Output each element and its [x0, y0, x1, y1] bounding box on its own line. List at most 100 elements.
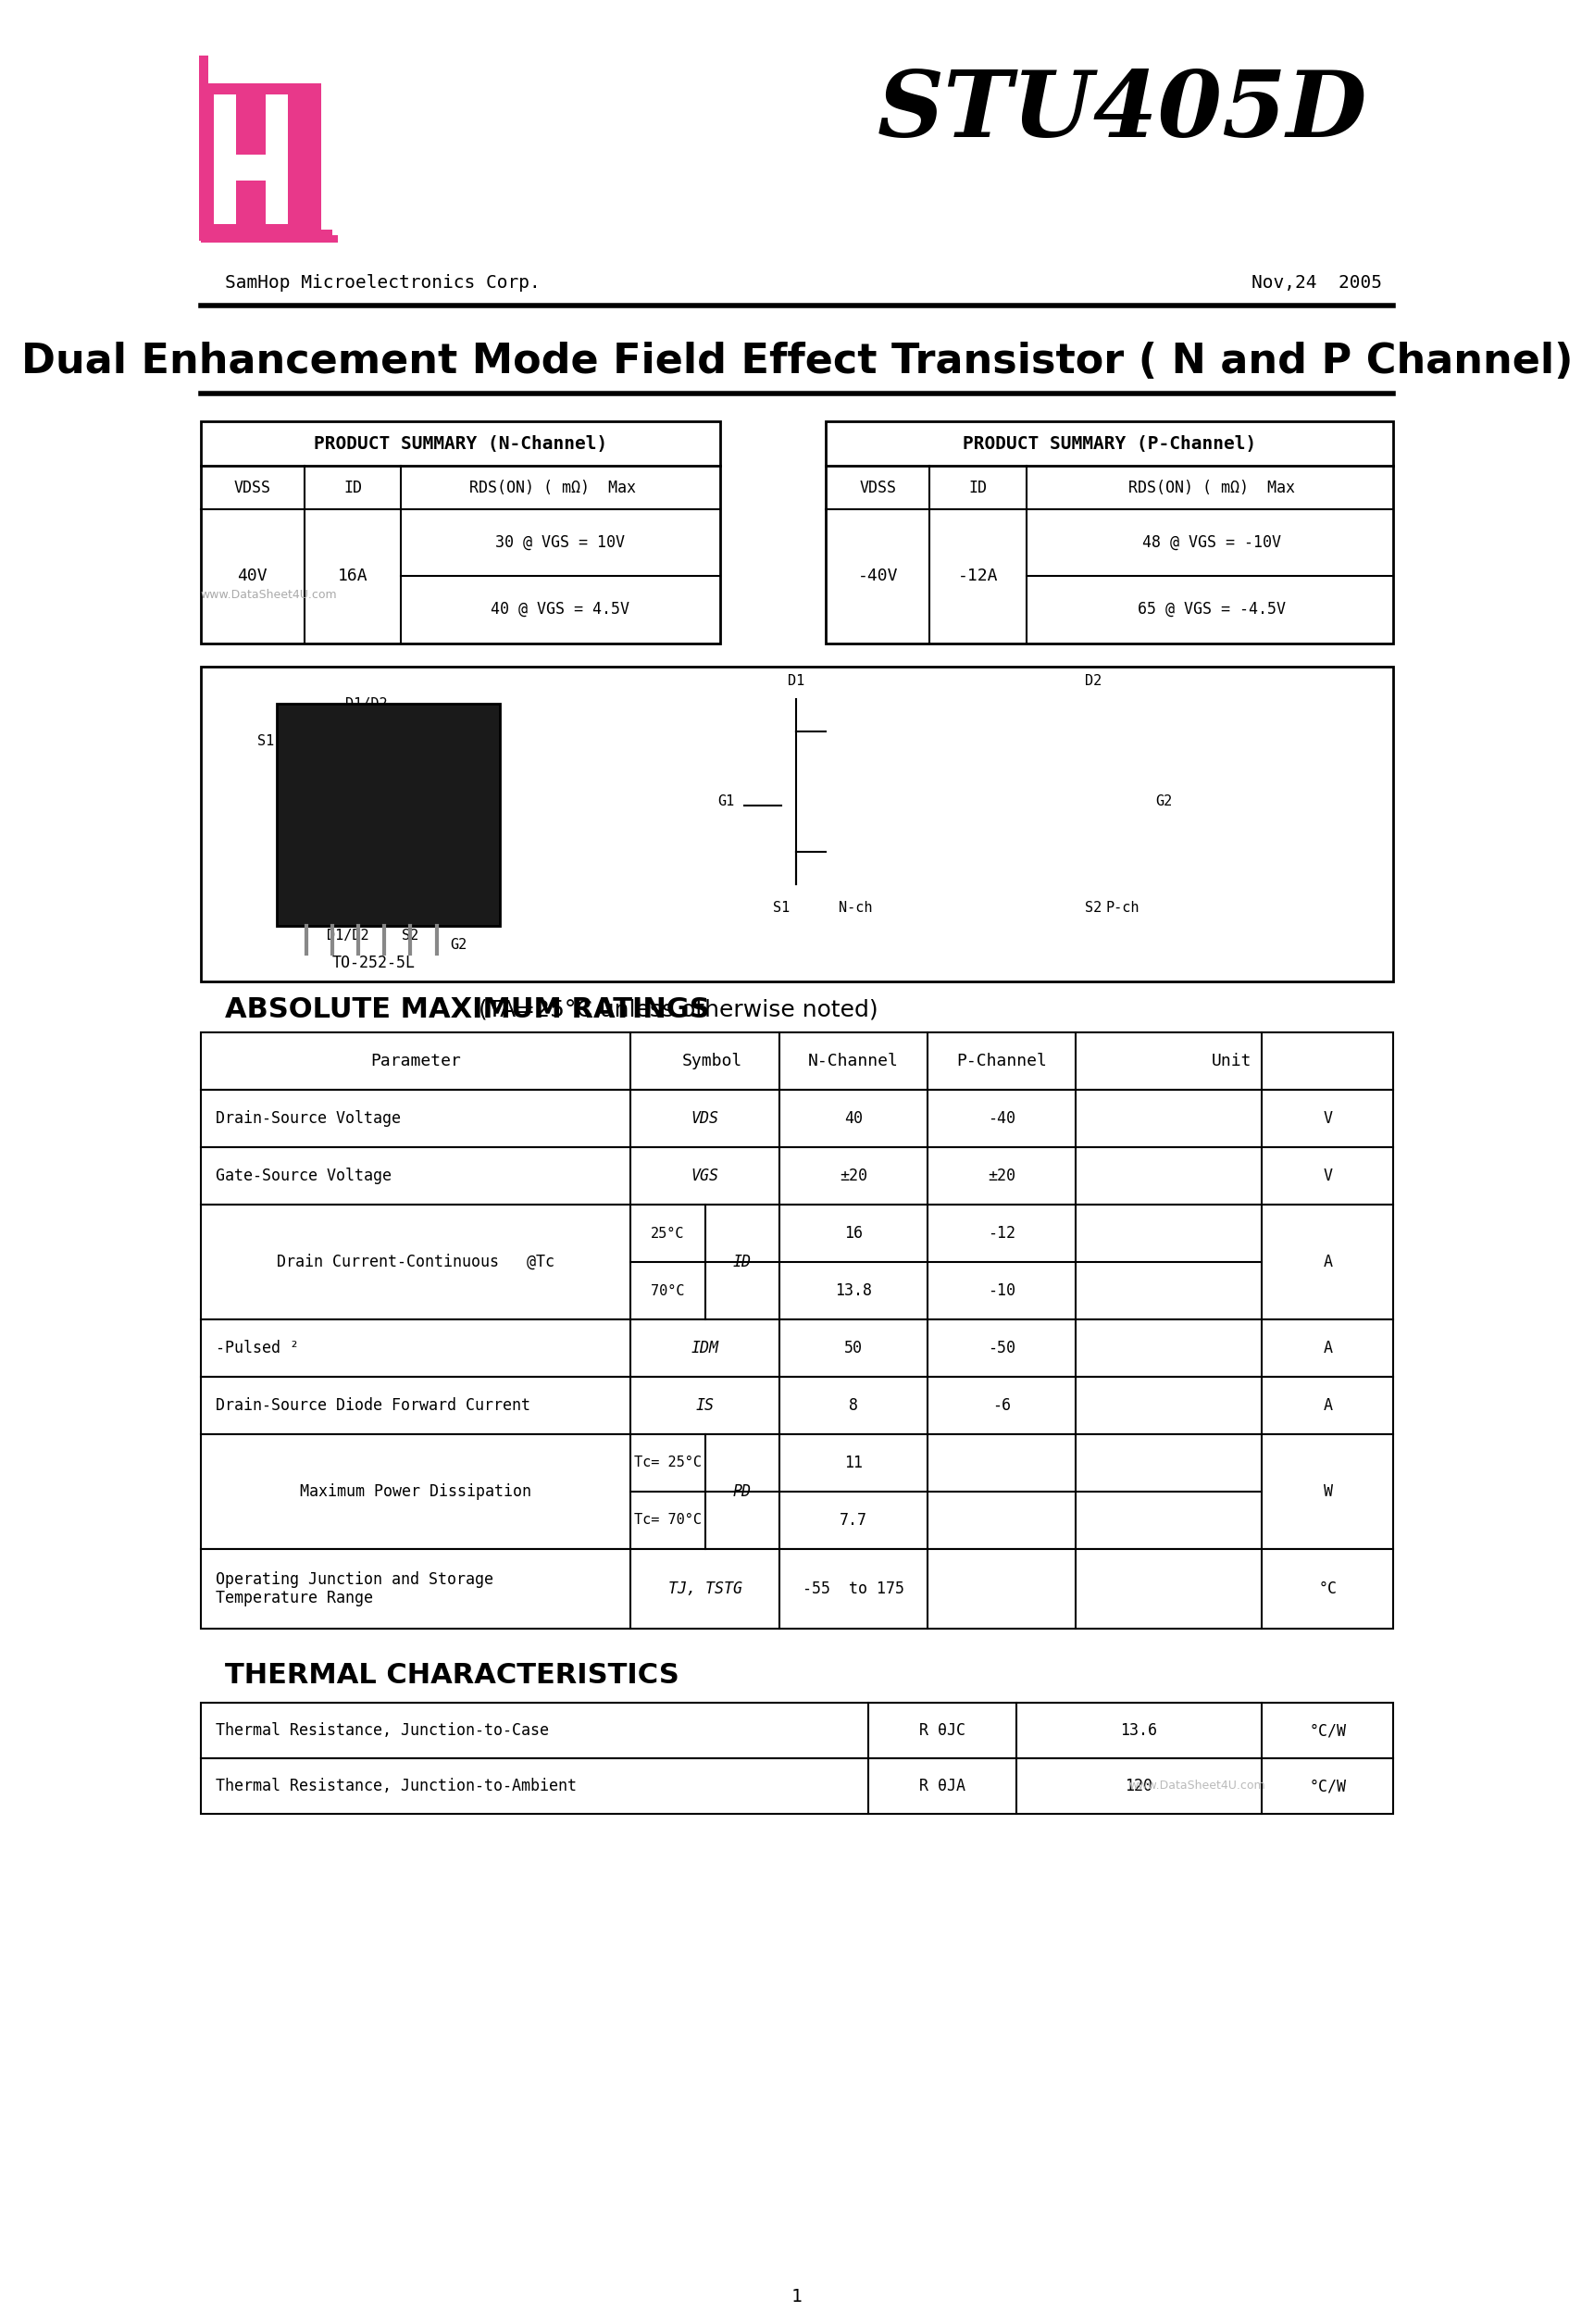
Text: °C: °C: [1318, 1580, 1337, 1597]
Text: -55  to 175: -55 to 175: [802, 1580, 904, 1597]
Text: G2: G2: [450, 937, 467, 951]
Bar: [201, 1550, 1393, 1629]
Text: Tc= 70°C: Tc= 70°C: [634, 1513, 701, 1527]
Text: 7.7: 7.7: [840, 1513, 867, 1529]
Bar: [201, 1434, 1393, 1550]
Text: R θJC: R θJC: [920, 1722, 966, 1738]
Text: A: A: [1323, 1339, 1333, 1357]
Bar: [214, 95, 236, 223]
Text: V: V: [1323, 1111, 1333, 1127]
Text: 40V: 40V: [238, 567, 268, 583]
Bar: [199, 56, 207, 242]
Text: -40: -40: [988, 1111, 1015, 1127]
Text: Unit: Unit: [1211, 1053, 1251, 1069]
Text: 11: 11: [845, 1455, 862, 1471]
Text: VGS: VGS: [692, 1167, 719, 1185]
Text: Tc= 25°C: Tc= 25°C: [634, 1455, 701, 1469]
Text: THERMAL CHARACTERISTICS: THERMAL CHARACTERISTICS: [225, 1662, 679, 1687]
Text: Symbol: Symbol: [682, 1053, 743, 1069]
Text: D1: D1: [787, 674, 805, 688]
Text: Gate-Source Voltage: Gate-Source Voltage: [215, 1167, 391, 1185]
Text: D2: D2: [1084, 674, 1101, 688]
Text: 40: 40: [845, 1111, 862, 1127]
Bar: [202, 84, 322, 232]
Text: 50: 50: [845, 1339, 862, 1357]
Text: G1: G1: [717, 795, 735, 809]
Text: Drain-Source Diode Forward Current: Drain-Source Diode Forward Current: [215, 1397, 531, 1413]
Text: www.DataSheet4U.com: www.DataSheet4U.com: [201, 588, 338, 600]
Text: A: A: [1323, 1253, 1333, 1271]
Bar: [199, 230, 333, 242]
Text: Maximum Power Dissipation: Maximum Power Dissipation: [300, 1483, 531, 1499]
Bar: [201, 1320, 1393, 1376]
Text: 1: 1: [792, 2287, 802, 2305]
Text: N-Channel: N-Channel: [808, 1053, 899, 1069]
Text: Nov,24  2005: Nov,24 2005: [1251, 274, 1382, 290]
Text: ±20: ±20: [988, 1167, 1015, 1185]
Text: 16A: 16A: [338, 567, 368, 583]
Text: °C/W: °C/W: [1310, 1722, 1347, 1738]
Bar: [201, 81, 207, 242]
Text: 8: 8: [848, 1397, 858, 1413]
Text: VDS: VDS: [692, 1111, 719, 1127]
Text: S2: S2: [402, 927, 419, 941]
Text: ±20: ±20: [840, 1167, 867, 1185]
Bar: [266, 95, 289, 223]
Text: TJ, TSTG: TJ, TSTG: [668, 1580, 743, 1597]
Bar: [201, 235, 338, 242]
Bar: [826, 676, 832, 788]
Text: -6: -6: [993, 1397, 1011, 1413]
Text: G2: G2: [1156, 795, 1172, 809]
Text: ID: ID: [969, 479, 987, 497]
Bar: [201, 1204, 1393, 1320]
Text: 13.6: 13.6: [1121, 1722, 1157, 1738]
Text: S2: S2: [1084, 902, 1101, 916]
Text: PRODUCT SUMMARY (P-Channel): PRODUCT SUMMARY (P-Channel): [963, 435, 1256, 453]
Text: D1/D2: D1/D2: [344, 697, 387, 711]
Text: N-ch: N-ch: [838, 902, 872, 916]
Text: D1/D2: D1/D2: [327, 927, 368, 941]
Bar: [277, 704, 499, 925]
Text: -50: -50: [988, 1339, 1015, 1357]
Text: 120: 120: [1125, 1778, 1152, 1794]
Text: 70°C: 70°C: [650, 1283, 685, 1297]
Text: ABSOLUTE MAXIMUM RATINGS: ABSOLUTE MAXIMUM RATINGS: [225, 995, 709, 1023]
Text: PRODUCT SUMMARY (N-Channel): PRODUCT SUMMARY (N-Channel): [314, 435, 607, 453]
Text: °C/W: °C/W: [1310, 1778, 1347, 1794]
Text: Thermal Resistance, Junction-to-Ambient: Thermal Resistance, Junction-to-Ambient: [215, 1778, 577, 1794]
Text: TO-252-5L: TO-252-5L: [332, 955, 414, 971]
Text: 40 @ VGS = 4.5V: 40 @ VGS = 4.5V: [491, 602, 630, 618]
Bar: [201, 421, 720, 644]
Text: P-Channel: P-Channel: [956, 1053, 1047, 1069]
Text: Dual Enhancement Mode Field Effect Transistor ( N and P Channel): Dual Enhancement Mode Field Effect Trans…: [21, 342, 1573, 381]
Bar: [201, 1703, 1393, 1759]
Bar: [826, 421, 1393, 644]
Bar: [201, 667, 1393, 981]
Text: SamHop Microelectronics Corp.: SamHop Microelectronics Corp.: [225, 274, 540, 290]
Text: A: A: [1323, 1397, 1333, 1413]
Text: -12A: -12A: [958, 567, 998, 583]
Text: IS: IS: [695, 1397, 714, 1413]
Text: IDM: IDM: [692, 1339, 719, 1357]
Text: www.DataSheet4U.com: www.DataSheet4U.com: [1129, 1780, 1266, 1792]
Text: R θJA: R θJA: [920, 1778, 966, 1794]
Text: Parameter: Parameter: [370, 1053, 461, 1069]
Text: -12: -12: [988, 1225, 1015, 1241]
Text: Drain Current-Continuous   @Tc: Drain Current-Continuous @Tc: [277, 1253, 555, 1271]
Text: STU405D: STU405D: [878, 67, 1368, 156]
Text: P-ch: P-ch: [1106, 902, 1140, 916]
Text: Operating Junction and Storage
Temperature Range: Operating Junction and Storage Temperatu…: [215, 1571, 493, 1606]
Text: (TA=25°C unless otherwise noted): (TA=25°C unless otherwise noted): [464, 997, 878, 1020]
Text: 48 @ VGS = -10V: 48 @ VGS = -10V: [1143, 535, 1282, 551]
Text: ID: ID: [733, 1253, 751, 1271]
Bar: [201, 1759, 1393, 1813]
Bar: [201, 1032, 1393, 1090]
Text: V: V: [1323, 1167, 1333, 1185]
Text: ID: ID: [343, 479, 362, 497]
Text: VDSS: VDSS: [859, 479, 896, 497]
Bar: [201, 1376, 1393, 1434]
Text: 25°C: 25°C: [650, 1227, 685, 1241]
Text: 16: 16: [845, 1225, 862, 1241]
Text: 65 @ VGS = -4.5V: 65 @ VGS = -4.5V: [1138, 602, 1286, 618]
Text: 13.8: 13.8: [835, 1283, 872, 1299]
